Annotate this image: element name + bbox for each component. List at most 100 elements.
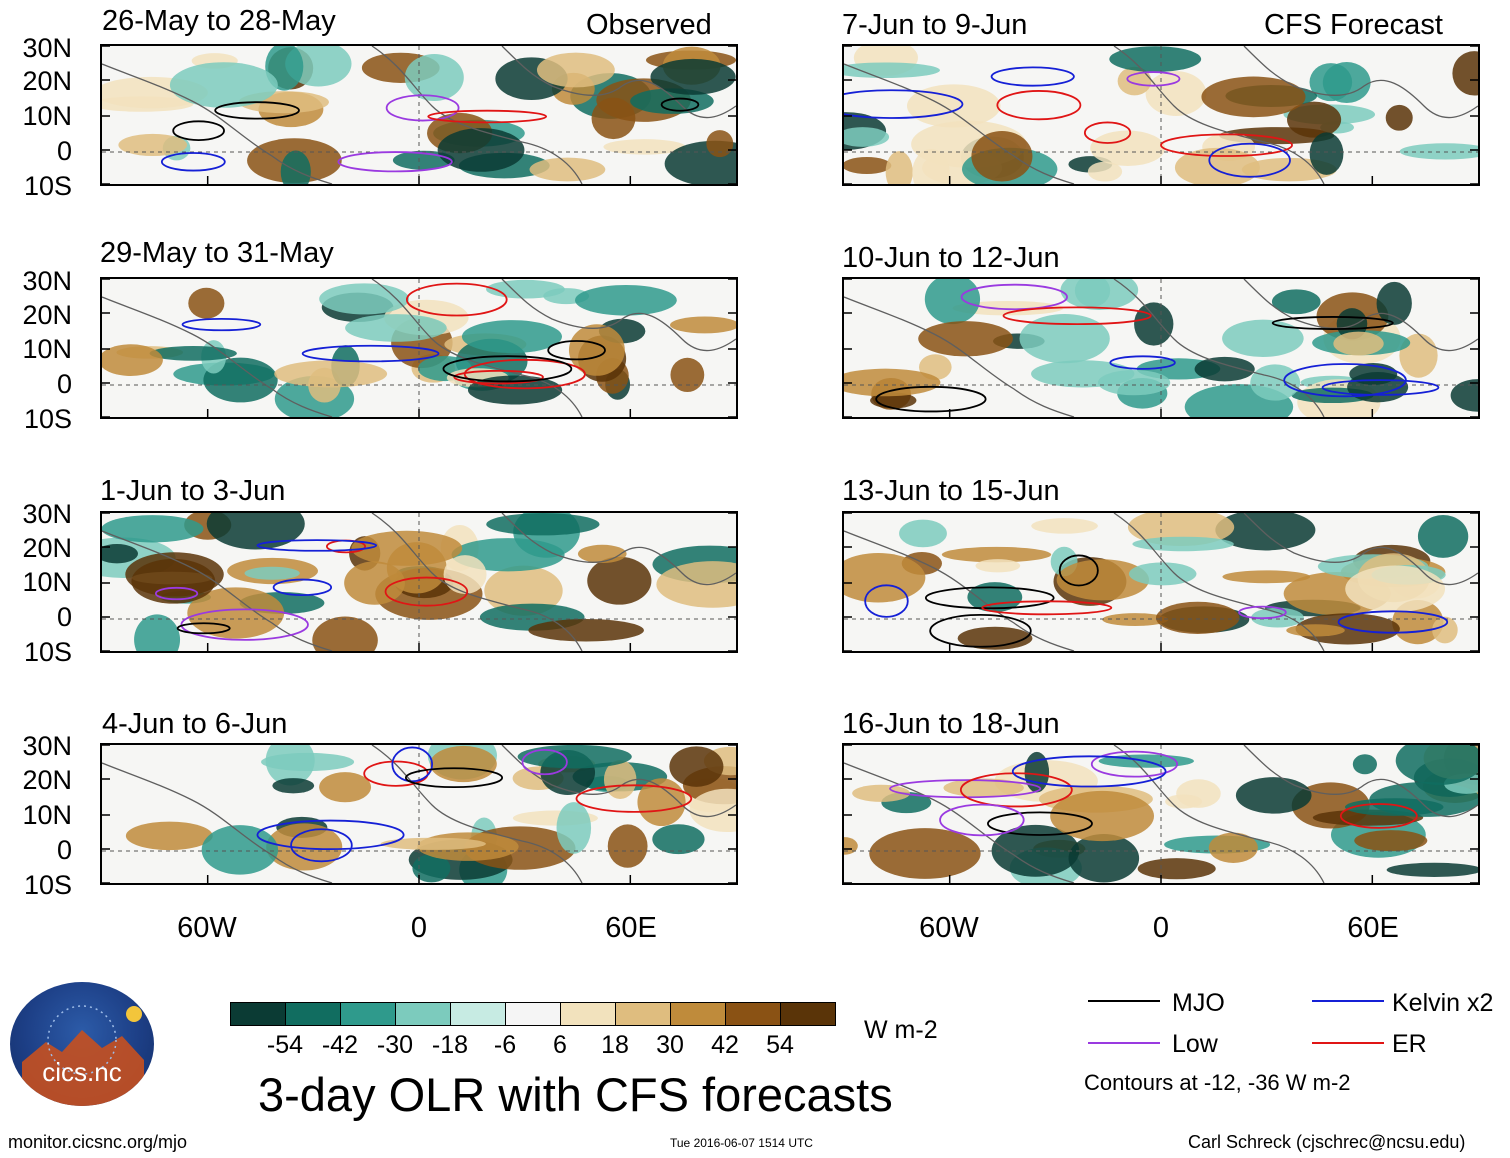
anomaly-blob — [1354, 830, 1428, 852]
anomaly-blob — [345, 314, 447, 342]
contour-line — [384, 576, 469, 607]
contour-line — [1002, 306, 1152, 326]
contour-line — [660, 97, 700, 112]
anomaly-blob — [1286, 624, 1345, 637]
anomaly-blob — [844, 127, 890, 147]
coastline-africa — [371, 46, 583, 184]
footer-url[interactable]: monitor.cicsnc.org/mjo — [8, 1132, 188, 1152]
anomaly-blob — [844, 368, 941, 397]
anomaly-blob — [607, 824, 648, 868]
anomaly-blob — [187, 587, 285, 639]
anomaly-blob — [319, 283, 410, 315]
anomaly-blob — [1109, 46, 1202, 72]
coastline-americas — [102, 762, 333, 883]
anomaly-blob — [1134, 302, 1174, 346]
colorbar-tick: -54 — [266, 1031, 304, 1059]
coastline-africa — [1113, 745, 1325, 883]
contour-line — [575, 784, 693, 813]
coastlines — [102, 279, 736, 417]
anomaly-blob — [1128, 562, 1197, 586]
anomaly-blob — [991, 824, 1080, 877]
anomaly-blob — [1102, 613, 1169, 627]
lat-tick-label: 10N — [22, 101, 72, 131]
map-canvas — [102, 279, 736, 417]
coastline-asia — [501, 513, 736, 586]
contour-line — [1321, 379, 1440, 396]
panel-title: 16-Jun to 18-Jun — [842, 708, 1060, 740]
wave-contours — [160, 94, 700, 173]
anomaly-blob — [952, 300, 1064, 316]
anomaly-blob — [536, 52, 615, 88]
panel-title: 4-Jun to 6-Jun — [102, 708, 288, 740]
wave-contours — [889, 750, 1418, 837]
axis-ticks — [844, 46, 1478, 184]
panel-title: 7-Jun to 9-Jun — [842, 9, 1028, 41]
anomaly-blob — [1056, 559, 1150, 601]
colorbar-swatch — [670, 1002, 726, 1026]
contour-line — [405, 282, 508, 317]
anomaly-blob — [280, 150, 311, 184]
anomaly-blob — [591, 97, 636, 140]
anomaly-blob — [1194, 356, 1255, 382]
anomaly-blob — [169, 62, 278, 108]
coastline-americas — [102, 530, 333, 651]
anomaly-blob — [587, 556, 652, 605]
coastline-americas — [844, 530, 1075, 651]
anomaly-blob — [1117, 66, 1152, 96]
coastline-africa — [1113, 46, 1325, 184]
lat-tick-label: 20N — [22, 300, 72, 330]
contour-line — [427, 109, 548, 124]
colorbar-swatch — [615, 1002, 671, 1026]
anomaly-blob — [1385, 104, 1413, 131]
anomaly-blob — [670, 316, 736, 334]
anomaly-blob — [1432, 616, 1458, 644]
anomaly-blob — [437, 128, 525, 172]
panel-title: 1-Jun to 3-Jun — [100, 475, 286, 507]
coastline-asia — [1243, 46, 1478, 119]
contour-line — [337, 151, 453, 173]
anomaly-blob — [1309, 132, 1344, 175]
coastlines — [102, 513, 736, 651]
colorbar-tick: -42 — [321, 1031, 359, 1059]
anomaly-blob — [1344, 798, 1444, 816]
colorbar-tick: -30 — [376, 1031, 414, 1059]
colorbar-tick: 42 — [711, 1031, 739, 1059]
logo-graphic — [22, 1005, 144, 1106]
anomaly-blob — [1074, 279, 1111, 307]
contour-line — [181, 317, 262, 332]
contour-line — [154, 586, 199, 601]
contour-line — [391, 746, 433, 783]
contour-line — [160, 152, 226, 172]
contour-line — [959, 772, 1073, 808]
map-canvas — [844, 46, 1478, 184]
contour-line — [844, 89, 964, 119]
colorbar-swatch — [505, 1002, 561, 1026]
anomaly-blob — [1399, 143, 1478, 160]
contour-line — [172, 120, 225, 141]
anomaly-blob — [461, 320, 562, 354]
contour-line — [1208, 142, 1291, 178]
anomaly-blob — [131, 558, 216, 604]
map-canvas — [102, 513, 736, 651]
coastlines — [844, 46, 1478, 184]
coastline-africa — [1113, 513, 1325, 651]
anomaly-field — [844, 279, 1478, 417]
anomaly-blob — [412, 854, 451, 883]
forecast-label: CFS Forecast — [1264, 9, 1443, 41]
coastline-africa — [371, 513, 583, 651]
panel-title: 13-Jun to 15-Jun — [842, 475, 1060, 507]
lon-tick-label: 0 — [1152, 912, 1170, 944]
olr-map — [100, 511, 738, 653]
coastline-americas — [844, 762, 1075, 883]
lat-tick-label: 30N — [22, 33, 72, 63]
lat-tick-label: 10N — [22, 334, 72, 364]
anomaly-blob — [844, 552, 926, 603]
wave-contours — [875, 283, 1440, 413]
anomaly-blob — [1271, 289, 1321, 315]
contour-line — [290, 828, 353, 863]
map-canvas — [102, 46, 736, 184]
lat-tick-label: 10S — [23, 870, 72, 900]
map-canvas — [844, 745, 1478, 883]
coastline-americas — [844, 296, 1075, 417]
contour-line — [875, 385, 987, 413]
